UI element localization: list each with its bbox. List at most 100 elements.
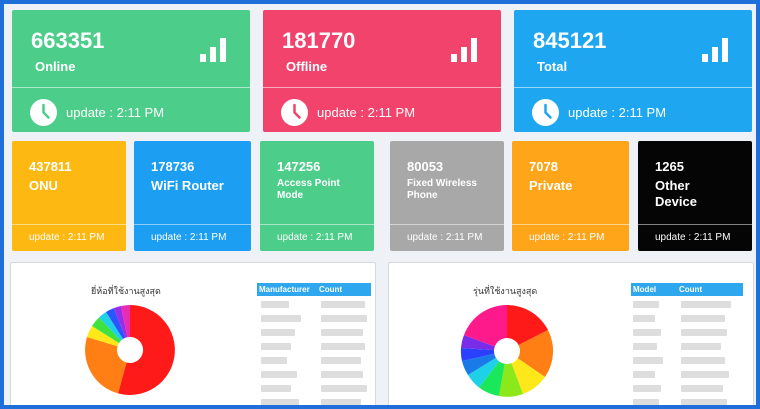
manufacturer-donut-chart (85, 305, 175, 395)
table-row (261, 343, 291, 350)
bar-chart-icon (702, 38, 728, 62)
stat-card-total[interactable]: 845121 Total update : 2:11 PM (514, 10, 752, 132)
table-row (261, 315, 301, 322)
column-header: Count (319, 285, 343, 294)
card-onu[interactable]: 437811 ONU update : 2:11 PM (12, 141, 126, 251)
table-row (321, 385, 367, 392)
pie-slice (507, 351, 545, 394)
table-row (681, 301, 731, 308)
clock-icon (30, 99, 57, 126)
table-row (261, 301, 289, 308)
card-name: Access Point Mode (277, 178, 340, 201)
table-row (681, 371, 729, 378)
donut-slice (87, 326, 119, 347)
card-value: 7078 (529, 159, 558, 174)
card-value: 437811 (29, 159, 72, 174)
table-row (321, 371, 363, 378)
panel-title: ยี่ห้อที่ใช้งานสูงสุด (91, 286, 161, 296)
stat-card-online[interactable]: 663351 Online update : 2:11 PM (12, 10, 250, 132)
table-row (633, 385, 661, 392)
card-wifi-router[interactable]: 178736 WiFi Router update : 2:11 PM (134, 141, 251, 251)
update-time: update : 2:11 PM (655, 232, 731, 243)
card-value: 147256 (277, 159, 321, 174)
divider (638, 224, 752, 225)
divider (260, 224, 374, 225)
table-row (681, 399, 727, 405)
stat-label: Online (35, 59, 76, 74)
pie-slice (479, 351, 507, 396)
table-row (321, 357, 361, 364)
update-time: update : 2:11 PM (568, 105, 667, 120)
pie-slice (464, 305, 507, 351)
divider (12, 224, 126, 225)
table-row (321, 399, 361, 405)
divider (514, 87, 752, 88)
column-header: Model (633, 285, 657, 294)
table-row (633, 301, 659, 308)
pie-slice (507, 330, 554, 377)
donut-slice (99, 312, 123, 341)
table-row (681, 357, 725, 364)
stat-value: 181770 (282, 28, 356, 53)
pie-slice (507, 304, 548, 351)
column-header: Manufacturer (259, 285, 310, 294)
stat-label: Total (537, 59, 568, 74)
card-fixed-wireless-phone[interactable]: 80053 Fixed Wireless Phone update : 2:11… (390, 141, 504, 251)
stat-label: Offline (286, 59, 328, 74)
card-access-point[interactable]: 147256 Access Point Mode update : 2:11 P… (260, 141, 374, 251)
update-time: update : 2:11 PM (407, 232, 483, 243)
divider (512, 224, 629, 225)
donut-slice (114, 306, 128, 338)
stat-value: 663351 (31, 28, 105, 53)
update-time: update : 2:11 PM (277, 232, 353, 243)
table-row (681, 329, 727, 336)
table-row (633, 357, 663, 364)
table-row (681, 343, 721, 350)
divider (263, 87, 501, 88)
update-time: update : 2:11 PM (29, 232, 105, 243)
model-table-header: Model Count (631, 283, 743, 296)
table-row (321, 315, 367, 322)
table-row (633, 315, 655, 322)
donut-slice (121, 305, 130, 338)
panel-title: รุ่นที่ใช้งานสูงสุด (473, 286, 538, 296)
manufacturer-table-header: Manufacturer Count (257, 283, 371, 296)
clock-icon (281, 99, 308, 126)
card-name: ONU (29, 178, 58, 193)
donut-slice (92, 317, 121, 343)
table-row (261, 329, 295, 336)
table-row (261, 357, 287, 364)
update-time: update : 2:11 PM (529, 232, 605, 243)
model-pie-chart (460, 304, 554, 397)
bar-chart-icon (200, 38, 226, 62)
divider (134, 224, 251, 225)
panel-top-manufacturer: ยี่ห้อที่ใช้งานสูงสุด Manufacturer Count (10, 262, 376, 405)
card-private[interactable]: 7078 Private update : 2:11 PM (512, 141, 629, 251)
donut-slice (118, 305, 175, 395)
card-value: 178736 (151, 159, 195, 174)
donut-slice (106, 308, 126, 339)
stat-value: 845121 (533, 28, 607, 53)
table-row (321, 329, 363, 336)
stat-card-offline[interactable]: 181770 Offline update : 2:11 PM (263, 10, 501, 132)
card-other-device[interactable]: 1265 Other Device update : 2:11 PM (638, 141, 752, 251)
table-row (633, 371, 655, 378)
table-row (633, 399, 659, 405)
table-row (633, 343, 657, 350)
table-row (321, 343, 365, 350)
update-time: update : 2:11 PM (66, 105, 165, 120)
card-name: Other Device (655, 178, 697, 209)
card-name: WiFi Router (151, 178, 224, 193)
update-time: update : 2:11 PM (151, 232, 227, 243)
table-row (261, 399, 299, 405)
table-row (681, 385, 723, 392)
table-row (681, 315, 725, 322)
card-name: Fixed Wireless Phone (407, 178, 477, 201)
table-row (321, 301, 365, 308)
table-row (633, 329, 661, 336)
bar-chart-icon (451, 38, 477, 62)
panel-top-model: รุ่นที่ใช้งานสูงสุด Model Count (388, 262, 754, 405)
column-header: Count (679, 285, 703, 294)
update-time: update : 2:11 PM (317, 105, 416, 120)
clock-icon (532, 99, 559, 126)
